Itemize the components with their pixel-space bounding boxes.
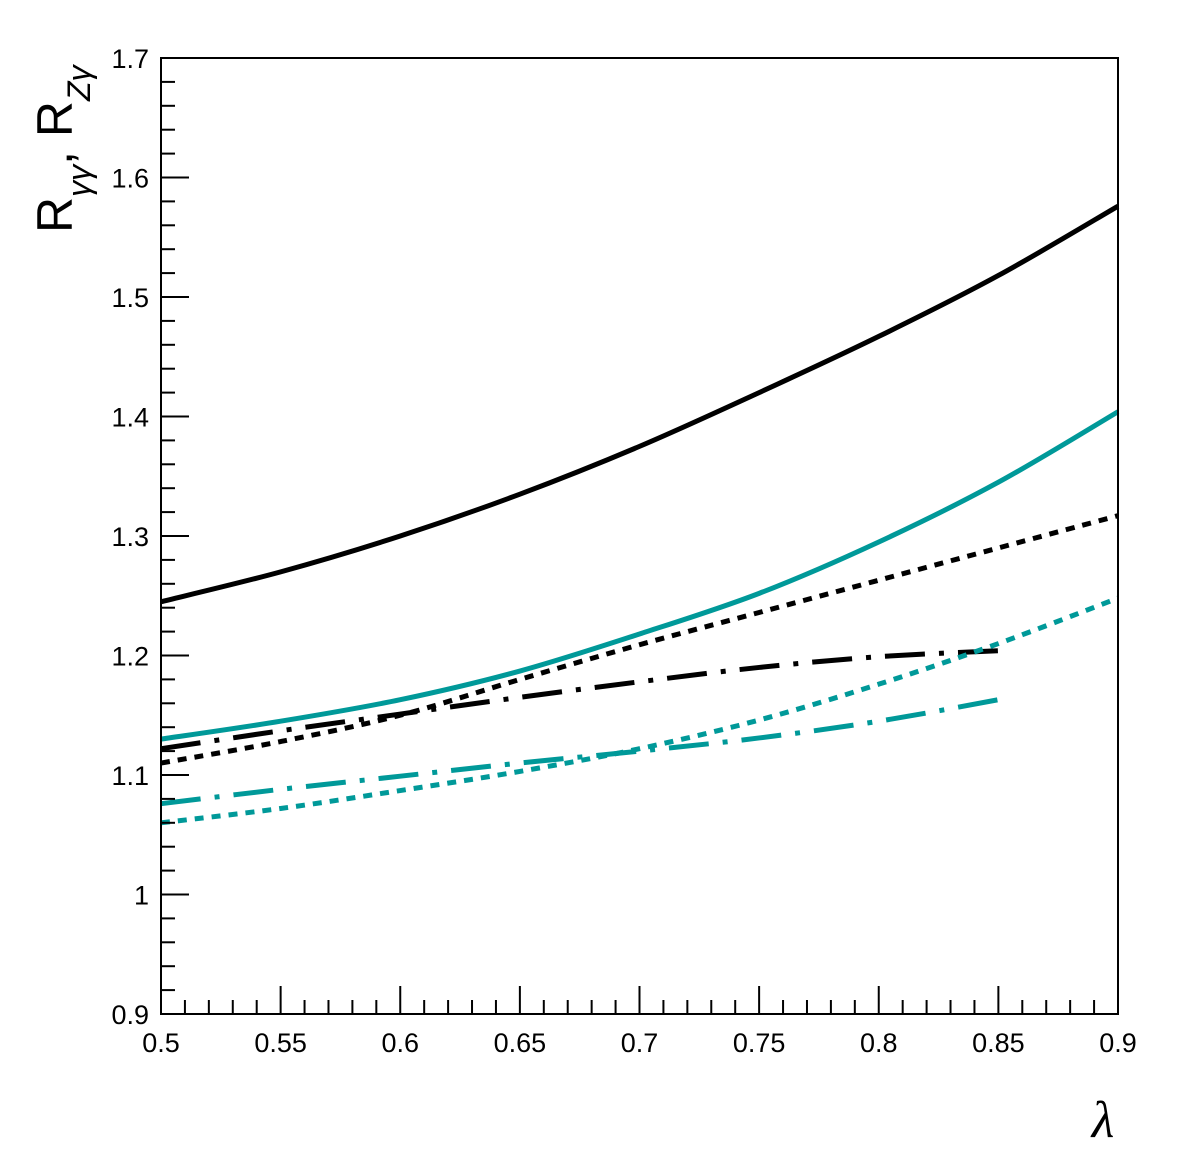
y-tick-label: 1.2 [111, 642, 149, 672]
series-line-5 [160, 595, 1119, 826]
y-axis-title-r2: R [27, 101, 83, 137]
y-tick-label: 1.7 [111, 44, 149, 74]
series-line-4 [160, 648, 999, 752]
labels-layer: 0.5 0.55 0.6 0.65 0.7 0.75 0.8 0.85 0.9 0.9 1 1.1 1.… [111, 44, 1136, 1058]
y-tick-label: 1.3 [111, 522, 149, 552]
x-tick-label: 0.65 [494, 1028, 547, 1058]
y-tick-label: 1.5 [111, 283, 149, 313]
series-line-1 [160, 204, 1120, 605]
x-tick-label: 0.75 [733, 1028, 786, 1058]
x-axis-title: λ [1090, 1092, 1115, 1149]
series-layer [160, 204, 1120, 826]
y-tick-label: 1.4 [111, 403, 149, 433]
x-tick-label: 0.85 [972, 1028, 1025, 1058]
series-line-2 [160, 409, 1120, 742]
y-axis-title-sub1: γγ [61, 163, 97, 197]
ticks-layer [160, 57, 1119, 1015]
y-tick-label: 1.1 [111, 761, 149, 791]
y-axis-title: Rγγ, RZγ [27, 63, 97, 233]
svg-text:Rγγ, RZγ: Rγγ, RZγ [27, 63, 97, 233]
y-axis-title-sep: , [27, 137, 83, 165]
x-tick-label: 0.6 [381, 1028, 419, 1058]
x-tick-label: 0.8 [860, 1028, 898, 1058]
x-tick-label: 0.5 [142, 1028, 180, 1058]
series-line-3 [160, 513, 1119, 766]
y-axis-title-sub2: Zγ [61, 63, 97, 102]
x-tick-label: 0.9 [1099, 1028, 1137, 1058]
plot-frame [160, 57, 1119, 1015]
x-tick-label: 0.55 [254, 1028, 307, 1058]
x-tick-label: 0.7 [621, 1028, 659, 1058]
series-line-6 [160, 697, 999, 807]
y-tick-label: 1 [134, 881, 149, 911]
y-tick-label: 0.9 [111, 1000, 149, 1030]
y-axis-title-r1: R [27, 197, 83, 233]
y-tick-label: 1.6 [111, 164, 149, 194]
